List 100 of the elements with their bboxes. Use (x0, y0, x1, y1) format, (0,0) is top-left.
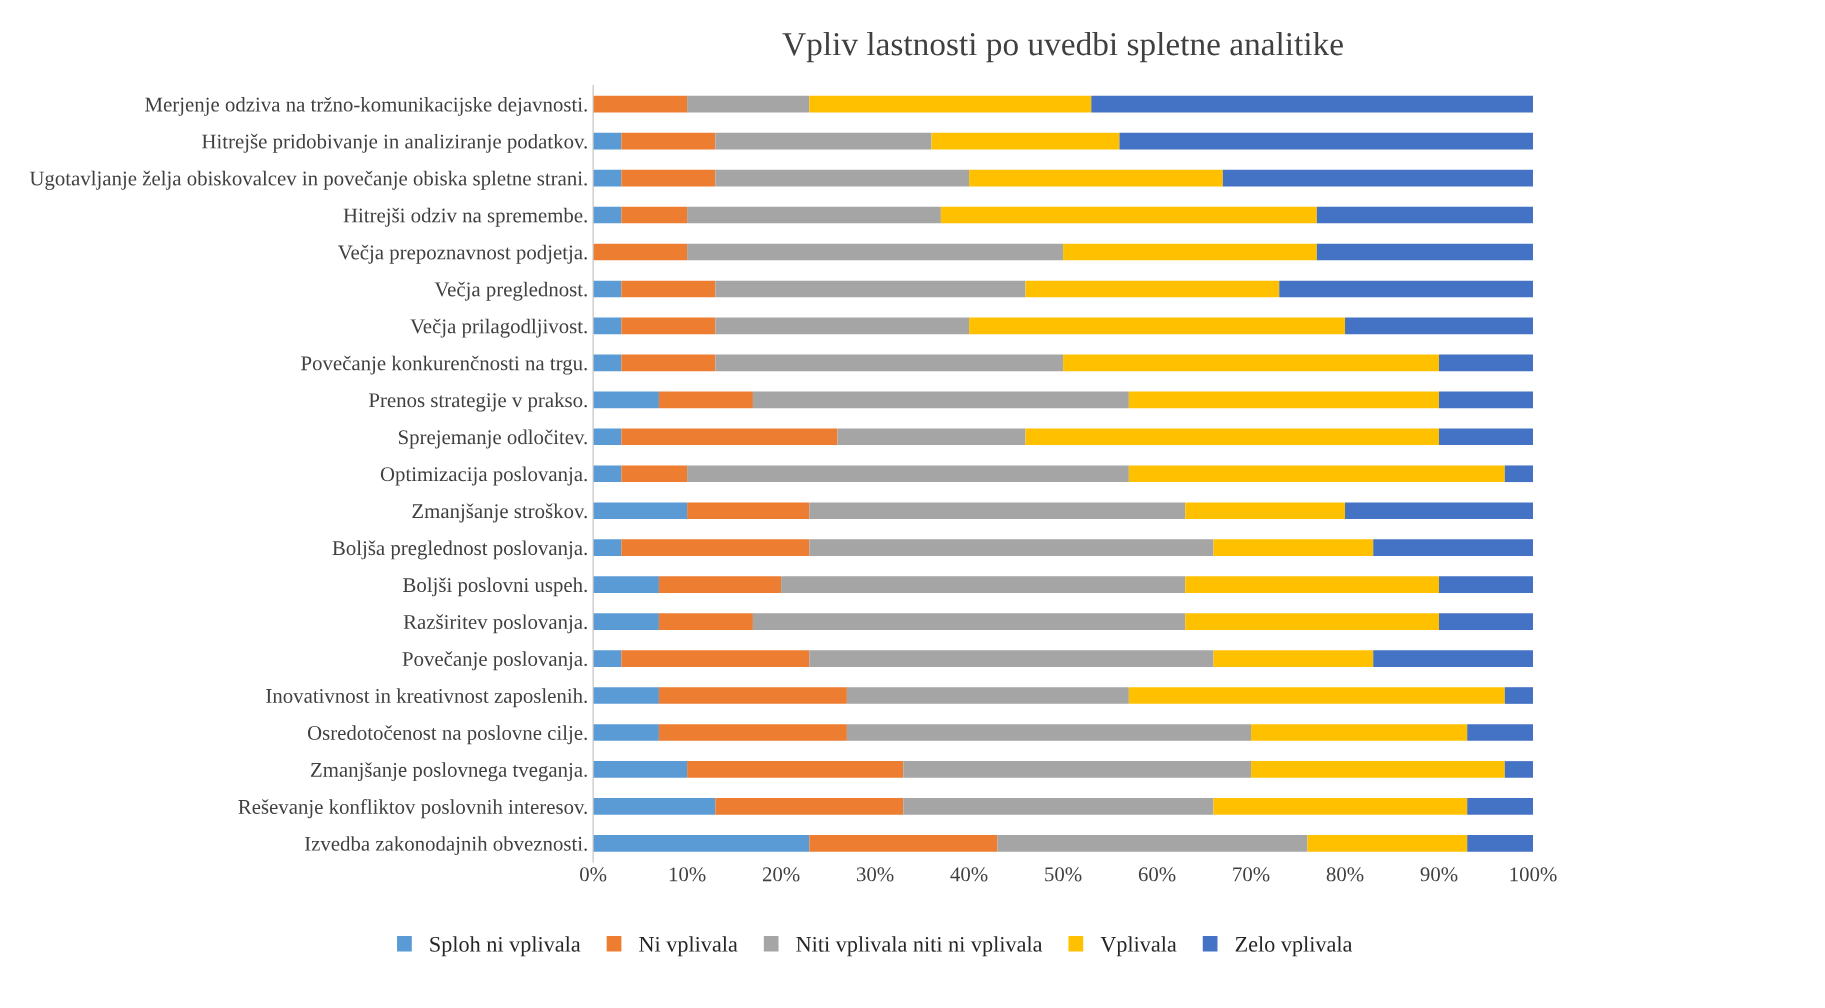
bar (1279, 280, 1533, 298)
chart-title: Vpliv lastnosti po uvedbi spletne analitike (782, 31, 1343, 63)
bar (621, 206, 688, 224)
bar (809, 835, 998, 852)
bar (593, 243, 688, 261)
bar (593, 798, 716, 815)
bar (969, 317, 1346, 335)
bar (1373, 650, 1533, 667)
bar (1213, 798, 1468, 815)
bar (687, 206, 941, 224)
y-tick-label: Merjenje odziva na tržno-komunikacijske dejavnosti. (145, 96, 587, 116)
bar (1345, 502, 1533, 520)
bar (715, 132, 932, 150)
y-tick-label: Hitrejše pridobivanje in analiziranje podatkov. (202, 133, 587, 153)
bar (621, 539, 810, 556)
legend-label: Niti vplivala niti ni vplivala (796, 936, 1043, 957)
bar (940, 206, 1317, 224)
bar (809, 95, 1092, 113)
x-tick-label: 40% (950, 867, 988, 882)
bar (687, 465, 1129, 483)
bar (621, 280, 716, 298)
bar (593, 95, 688, 113)
bar (1063, 354, 1440, 372)
bar (1091, 95, 1533, 113)
bar (1316, 243, 1533, 261)
bar (621, 428, 838, 446)
bar (593, 428, 622, 446)
bar (593, 539, 622, 556)
bar (658, 576, 782, 593)
x-tick-label: 70% (1233, 867, 1270, 882)
bar (1251, 761, 1505, 778)
bar (1063, 243, 1317, 261)
x-tick-label: 60% (1138, 867, 1176, 882)
x-tick-label: 20% (762, 867, 800, 882)
bar (621, 650, 810, 667)
bar (593, 761, 688, 778)
x-tick-label: 100% (1510, 867, 1557, 882)
y-tick-label: Izvedba zakonodajnih obveznosti. (304, 836, 587, 856)
legend-label: Zelo vplivala (1235, 936, 1353, 957)
bar (593, 502, 688, 520)
legend-label: Sploh ni vplivala (430, 936, 581, 957)
legend-label: Ni vplivala (639, 936, 738, 957)
y-tick-label: Povečanje konkurenčnosti na trgu. (301, 355, 587, 375)
bar (809, 539, 1214, 556)
bar (593, 465, 622, 483)
y-tick-label: Inovativnost in kreativnost zaposlenih. (266, 688, 587, 708)
y-tick-label: Večja prepoznavnost podjetja. (338, 244, 587, 264)
y-tick-label: Prenos strategije v prakso. (369, 392, 587, 412)
bar (687, 502, 810, 520)
bar (1467, 835, 1533, 852)
bar (1373, 539, 1533, 556)
bar (809, 650, 1214, 667)
bar (593, 280, 622, 298)
bar (1213, 539, 1374, 556)
bar (715, 317, 970, 335)
y-tick-label: Zmanjšanje poslovnega tveganja. (310, 762, 587, 782)
bar (593, 687, 659, 704)
bar (1185, 576, 1440, 593)
bar (1307, 835, 1468, 852)
bar (1439, 428, 1533, 446)
bar (715, 280, 1026, 298)
bar (593, 132, 622, 150)
bar (593, 354, 622, 372)
bar (1251, 724, 1468, 741)
bar (593, 169, 622, 187)
bar (1222, 169, 1533, 187)
bar (658, 613, 753, 630)
y-tick-label: Optimizacija poslovanja. (380, 466, 587, 486)
bar (752, 391, 1129, 409)
bar (593, 391, 659, 409)
bar (1439, 354, 1533, 372)
bar (903, 798, 1214, 815)
y-tick-label: Povečanje poslovanja. (402, 651, 587, 671)
y-tick-label: Večja preglednost. (434, 281, 587, 301)
y-tick-label: Boljša preglednost poslovanja. (332, 540, 587, 560)
bar (687, 243, 1064, 261)
bar (715, 169, 970, 187)
y-tick-label: Sprejemanje odločitev. (398, 429, 587, 449)
x-tick-label: 90% (1420, 867, 1458, 882)
bar (1439, 576, 1533, 593)
bar (658, 724, 847, 741)
bar (752, 613, 1186, 630)
bar (969, 169, 1223, 187)
y-tick-label: Zmanjšanje stroškov. (412, 503, 587, 523)
bar (593, 835, 810, 852)
bar (593, 206, 622, 224)
bar (1025, 280, 1280, 298)
bar (931, 132, 1120, 150)
bar (1439, 391, 1533, 409)
x-tick-label: 80% (1326, 867, 1364, 882)
bar (593, 317, 622, 335)
bar (1467, 798, 1533, 815)
legend-label: Vplivala (1100, 936, 1177, 957)
bar (1213, 650, 1374, 667)
y-tick-label: Osredotočenost na poslovne cilje. (307, 725, 587, 745)
bar (658, 391, 753, 409)
bar (1128, 391, 1440, 409)
bar (837, 428, 1026, 446)
y-tick-label: Reševanje konfliktov poslovnih interesov. (238, 799, 587, 819)
bar (593, 613, 659, 630)
